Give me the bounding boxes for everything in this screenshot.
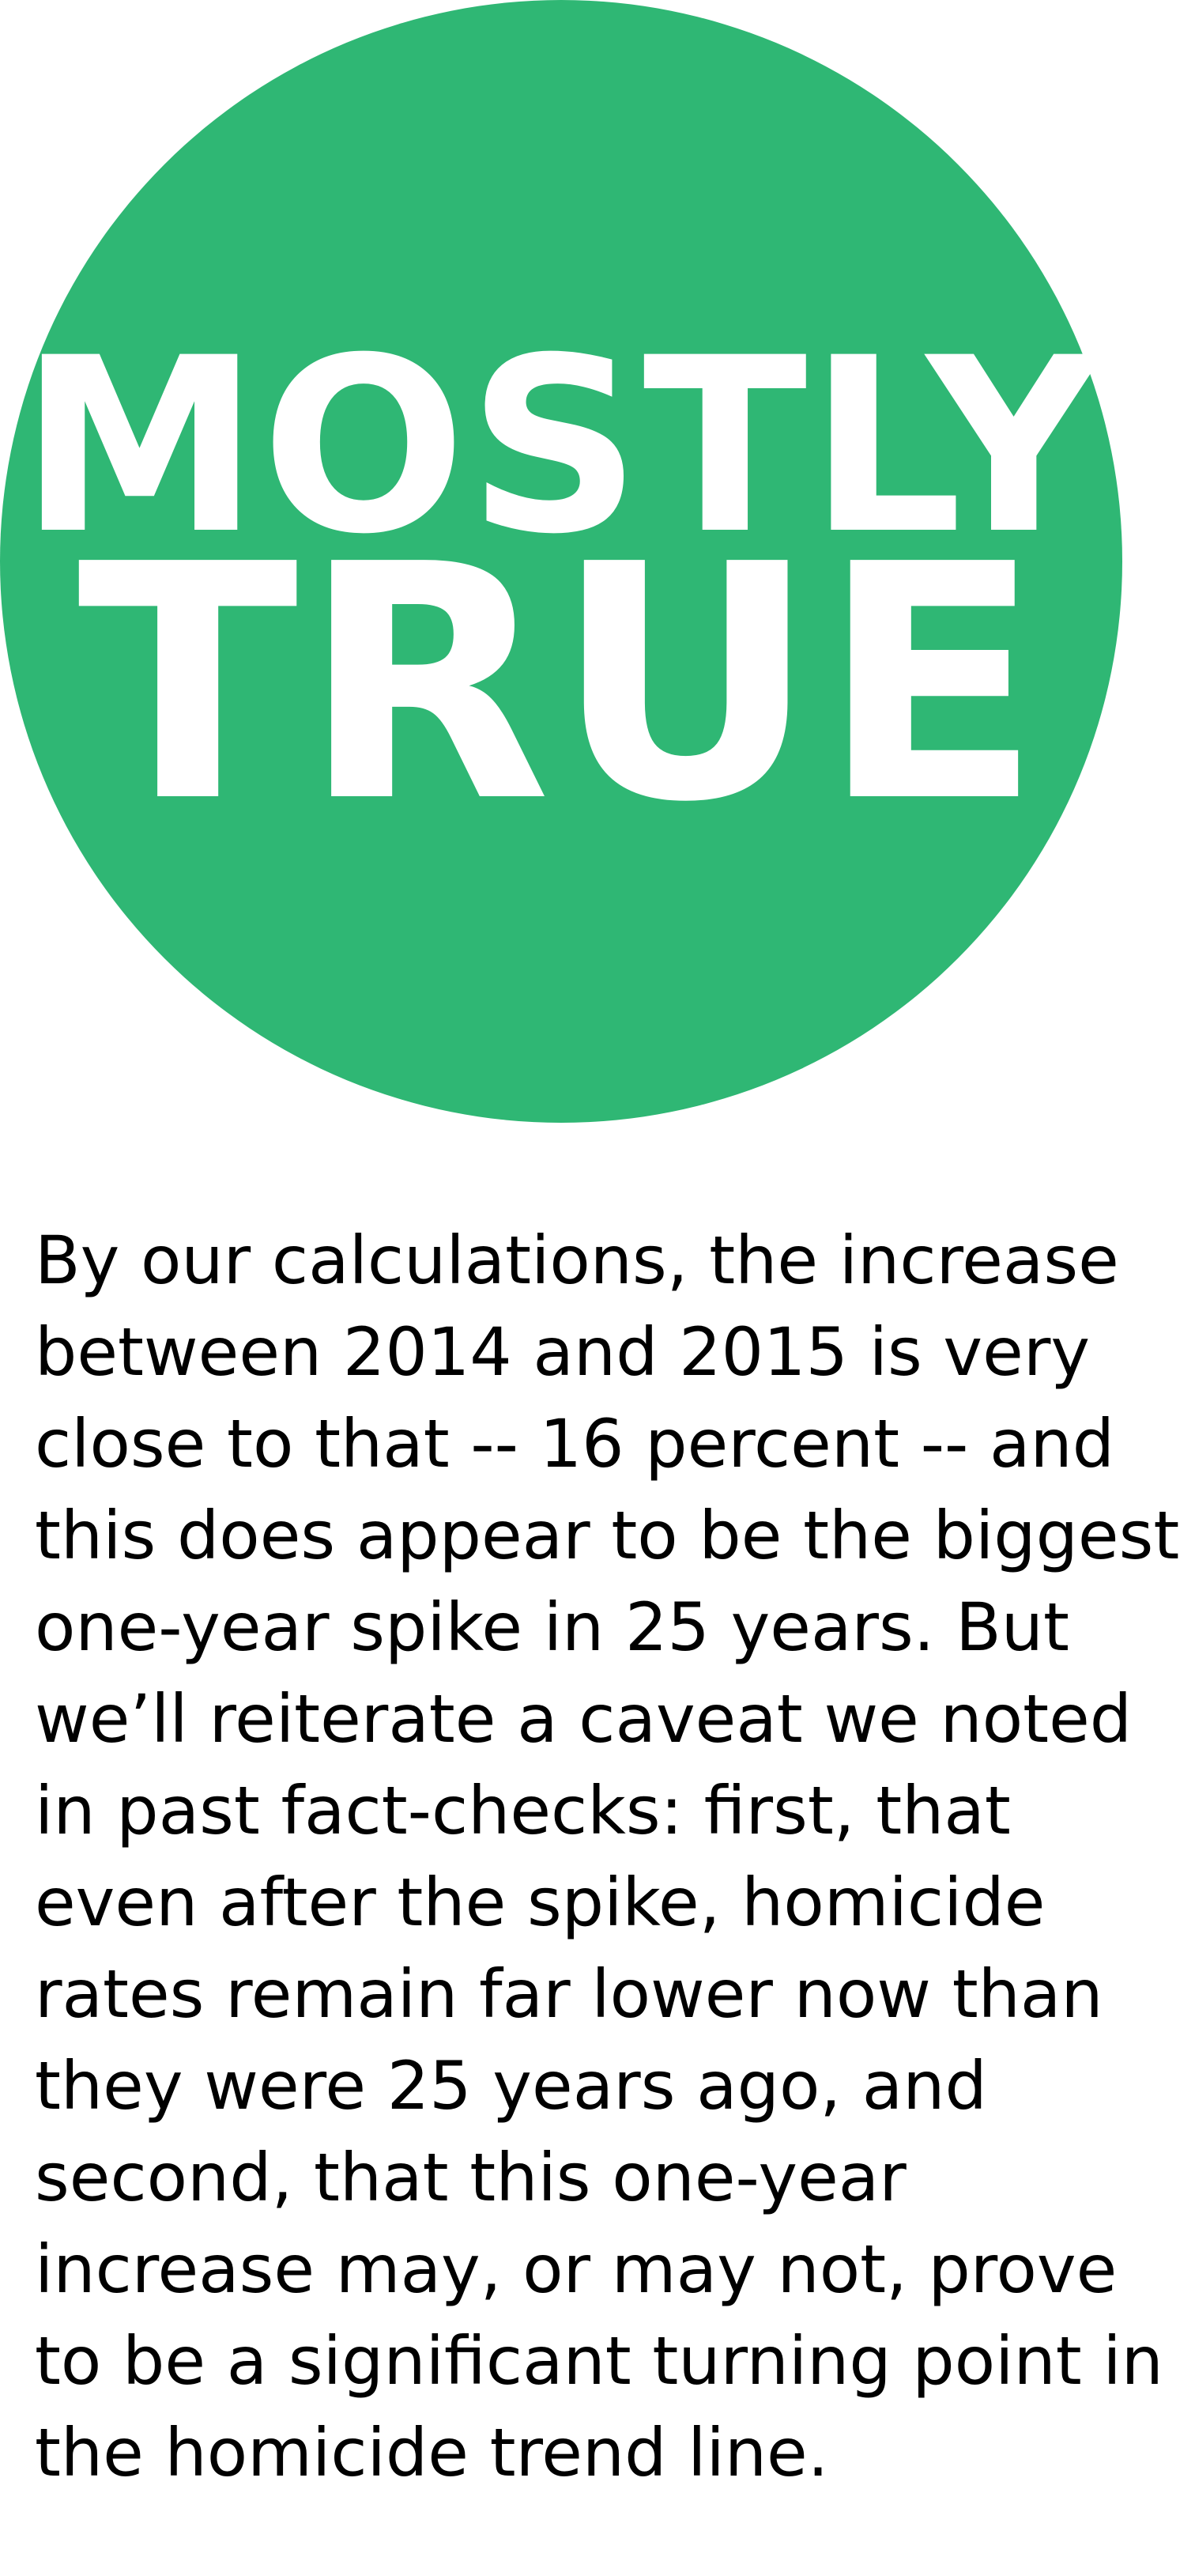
rating-word-mostly: MOSTLY bbox=[19, 306, 1103, 587]
verdict-explanation: By our calculations, the increase betwee… bbox=[35, 1222, 1180, 2491]
rating-word-true: TRUE bbox=[77, 495, 1046, 873]
rating-badge: MOSTLY TRUE bbox=[0, 0, 1122, 1123]
